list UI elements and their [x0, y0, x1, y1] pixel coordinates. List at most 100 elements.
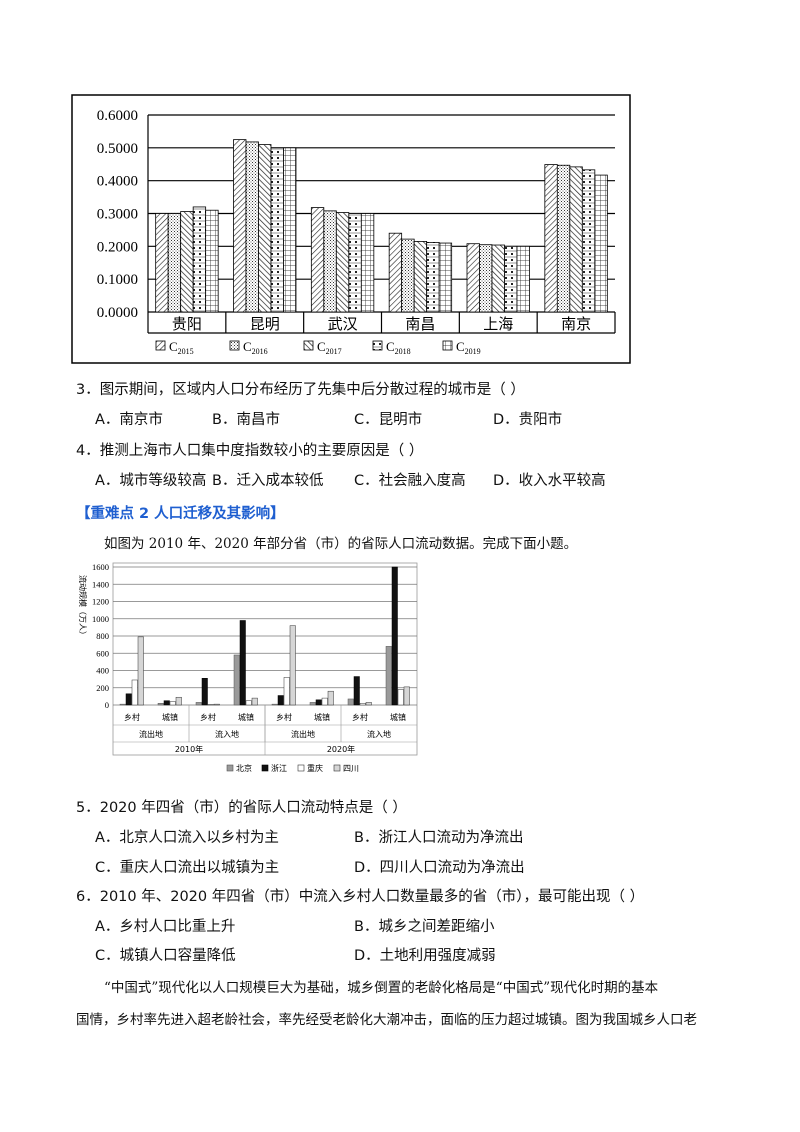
y-tick-label: 1200: [92, 597, 109, 607]
legend-label: C2019: [456, 339, 481, 356]
bar-C2017-2: [335, 212, 350, 313]
q3-option-c[interactable]: C．昆明市: [354, 412, 423, 428]
bar-四川-0: [137, 636, 144, 706]
legend-swatch: [229, 340, 240, 351]
bar-浙江-0: [125, 693, 132, 706]
group-label: 流出地: [291, 729, 315, 739]
bar-C2017-4: [491, 244, 505, 313]
q5-option-c[interactable]: C．重庆人口流出以城镇为主: [95, 860, 280, 876]
q4-option-c[interactable]: C．社会融入度高: [354, 473, 466, 489]
group-label: 流入地: [367, 729, 391, 739]
bar-C2019-0: [205, 209, 219, 313]
y-tick-label: 600: [96, 648, 109, 658]
bar-北京-6: [347, 698, 354, 706]
bar-C2016-3: [401, 238, 415, 313]
bar-重庆-3: [245, 700, 252, 706]
category-label: 乡村: [276, 712, 292, 722]
q5-option-a[interactable]: A．北京人口流入以乡村为主: [95, 830, 279, 846]
category-label: 城镇: [162, 712, 178, 722]
intro-text: 如图为 2010 年、2020 年部分省（市）的省际人口流动数据。完成下面小题。: [104, 536, 578, 552]
bar-浙江-7: [391, 566, 398, 706]
q3-option-d[interactable]: D．贵阳市: [493, 412, 563, 428]
legend-label: C2016: [243, 339, 268, 356]
y-axis-label: 流动规模（万人）: [78, 575, 88, 639]
y-tick-label: 0.3000: [97, 207, 138, 223]
q3-option-b[interactable]: B．南昌市: [212, 412, 280, 428]
legend-label: C2015: [169, 339, 194, 356]
y-tick-label: 0.1000: [97, 272, 138, 288]
q6-option-c[interactable]: C．城镇人口容量降低: [95, 948, 236, 964]
category-label: 乡村: [124, 712, 140, 722]
legend-label: C2017: [317, 339, 342, 356]
legend-swatch: [155, 340, 166, 351]
bar-浙江-5: [315, 699, 322, 706]
bar-C2017-5: [569, 166, 583, 313]
bar-C2016-1: [245, 141, 259, 313]
bar-重庆-4: [283, 677, 290, 706]
bar-C2019-1: [283, 147, 297, 313]
q6-option-b[interactable]: B．城乡之间差距缩小: [354, 919, 495, 935]
passage-line-1: “中国式”现代化以人口规模巨大为基础，城乡倒置的老龄化格局是“中国式”现代化时期…: [104, 980, 659, 996]
bar-北京-7: [385, 646, 392, 706]
bar-四川-7: [403, 686, 410, 706]
population-concentration-chart: 0.0000 0.1000 0.2000 0.3000 0.4000 0.5000 0.60…: [71, 94, 631, 364]
legend-label: 四川: [343, 764, 359, 773]
question-6-stem: 6．2010 年、2020 年四省（市）中流入乡村人口数量最多的省（市），最可能…: [76, 889, 645, 905]
bar-北京-3: [233, 654, 240, 706]
category-label: 乡村: [352, 712, 368, 722]
bar-浙江-3: [239, 620, 246, 706]
y-tick-label: 0.6000: [97, 108, 138, 124]
bar-C2018-0: [192, 206, 207, 313]
y-tick-label: 0.0000: [97, 305, 138, 321]
bar-四川-1: [175, 696, 182, 706]
y-tick-label: 1400: [92, 579, 109, 589]
q5-option-d[interactable]: D．四川人口流动为净流出: [354, 860, 525, 876]
y-tick-label: 200: [96, 683, 109, 693]
bar-C2015-2: [310, 207, 325, 313]
bar-C2018-4: [504, 245, 518, 313]
bar-重庆-0: [131, 679, 138, 706]
bar-北京-5: [309, 702, 316, 706]
category-label: 上海: [483, 315, 513, 333]
q4-option-b[interactable]: B．迁入成本较低: [212, 473, 324, 489]
legend-label: 北京: [236, 763, 252, 773]
bar-C2015-4: [466, 243, 480, 313]
q6-option-a[interactable]: A．乡村人口比重上升: [95, 919, 236, 935]
q3-option-a[interactable]: A．南京市: [95, 412, 163, 428]
bar-C2016-5: [556, 164, 571, 313]
legend-swatch: [226, 764, 234, 772]
bar-四川-4: [289, 625, 296, 706]
bar-四川-2: [213, 703, 220, 706]
y-tick-label: 400: [96, 666, 109, 676]
year-label: 2020年: [327, 744, 355, 754]
legend-label: 重庆: [307, 763, 323, 773]
bar-C2018-3: [426, 241, 440, 313]
category-label: 城镇: [238, 712, 254, 722]
bar-C2019-3: [438, 242, 453, 313]
category-label: 城镇: [390, 712, 406, 722]
legend-swatch: [333, 764, 341, 772]
legend-swatch: [303, 340, 314, 351]
question-5-stem: 5．2020 年四省（市）的省际人口流动特点是（ ）: [76, 800, 407, 816]
y-tick-label: 0: [105, 700, 109, 710]
legend-swatch: [297, 764, 305, 772]
legend-swatch: [372, 340, 383, 351]
group-label: 流出地: [139, 729, 163, 739]
q5-option-b[interactable]: B．浙江人口流动为净流出: [354, 830, 524, 846]
bar-北京-0: [119, 703, 126, 706]
bar-C2019-5: [594, 174, 608, 313]
y-tick-label: 1600: [92, 562, 109, 572]
q4-option-a[interactable]: A．城市等级较高: [95, 473, 207, 489]
legend-label: 浙江: [271, 763, 287, 773]
bar-重庆-7: [397, 689, 404, 706]
bar-C2017-3: [413, 241, 428, 313]
group-label: 流入地: [215, 729, 239, 739]
bar-C2018-1: [270, 147, 284, 313]
bar-浙江-2: [201, 678, 208, 706]
q6-option-d[interactable]: D．土地利用强度减弱: [354, 948, 496, 964]
bar-C2015-1: [233, 139, 247, 313]
q4-option-d[interactable]: D．收入水平较高: [493, 473, 606, 489]
bar-浙江-6: [353, 676, 360, 706]
year-label: 2010年: [175, 744, 203, 754]
bar-C2019-4: [516, 245, 530, 313]
